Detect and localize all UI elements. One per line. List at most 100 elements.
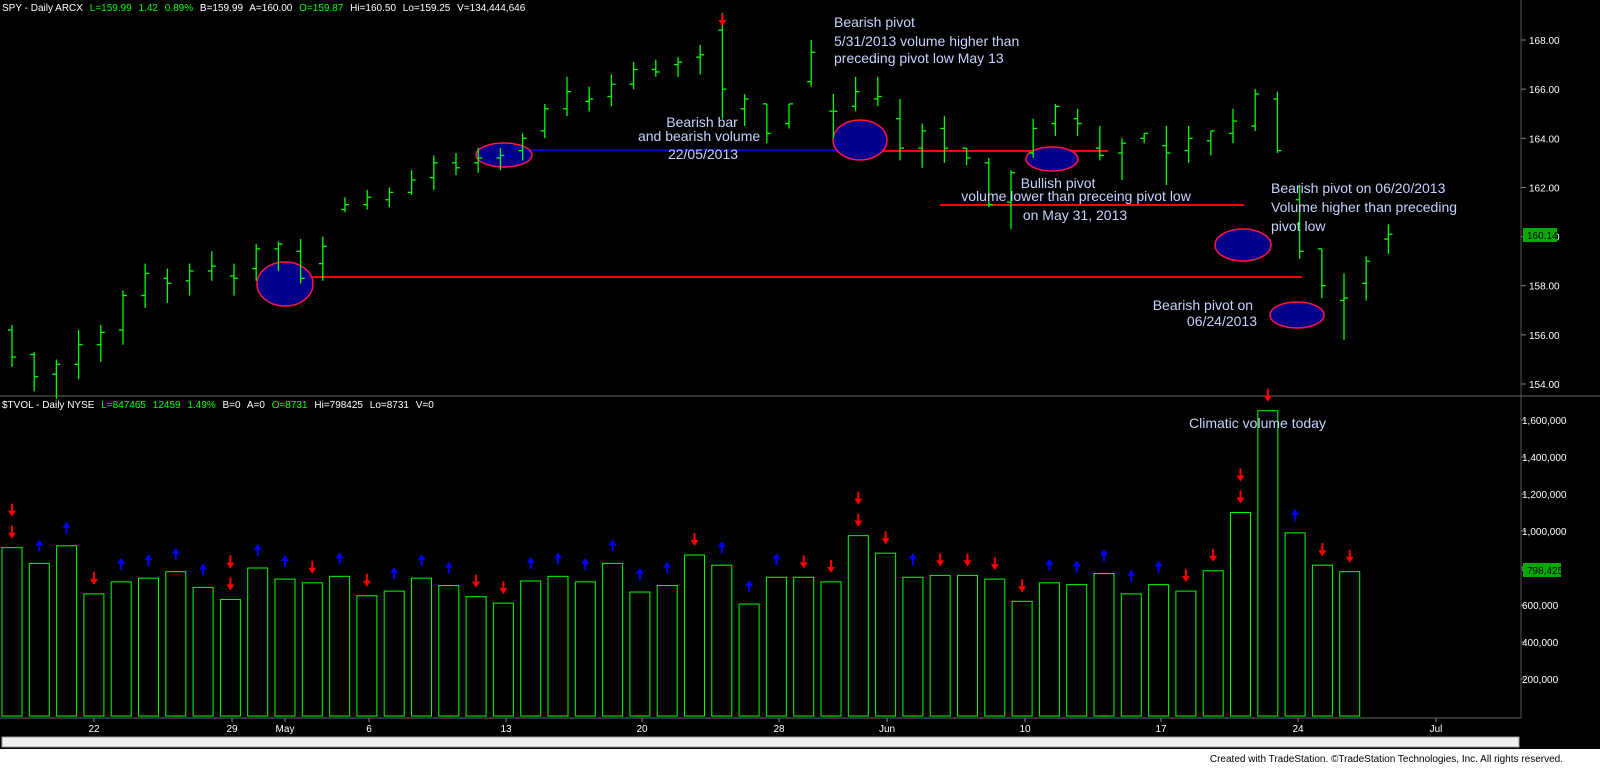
price-tick-label: 158.00 [1529, 282, 1560, 293]
down-arrow-icon [690, 533, 699, 547]
up-arrow-icon [608, 539, 617, 552]
price-bar [762, 103, 771, 144]
price-bar [518, 133, 527, 161]
price-bar [274, 241, 283, 271]
volume-bar [957, 574, 978, 717]
up-arrow-icon [390, 567, 399, 580]
price-bar [696, 44, 705, 75]
price-bar [185, 263, 194, 296]
price-bar [1317, 248, 1326, 298]
price-bar [984, 157, 993, 208]
annotation-bullish-pivot-line2: volume lower than preceing pivot low [961, 188, 1191, 204]
volume-tick-label: 1,000,000 [1522, 527, 1567, 538]
price-header-bid: B=159.99 [200, 3, 244, 14]
last-volume-label: 798,425 [1527, 566, 1564, 577]
volume-bar [793, 576, 815, 717]
up-arrow-icon [772, 553, 781, 566]
up-arrow-icon [62, 521, 71, 534]
price-bar [585, 86, 594, 112]
volume-tick-label: 200,000 [1522, 675, 1559, 686]
volume-bar [602, 562, 624, 717]
down-arrow-icon [308, 560, 317, 574]
price-tick-label: 162.00 [1529, 183, 1560, 194]
price-tick-label: 164.00 [1529, 134, 1560, 145]
volume-bar [1038, 582, 1060, 717]
up-arrow-icon [281, 555, 289, 568]
up-arrow-icon [171, 547, 180, 560]
price-bar [1118, 138, 1126, 181]
price-bar [1073, 108, 1082, 136]
annotation-jun20-line1: Bearish pivot on 06/20/2013 [1271, 180, 1446, 196]
price-bar [1340, 273, 1348, 340]
up-arrow-icon [663, 561, 672, 574]
price-bar [918, 123, 927, 168]
volume-bar [165, 571, 187, 717]
volume-bar [219, 598, 241, 717]
price-bar [163, 268, 172, 303]
down-arrow-icon [990, 557, 999, 571]
volume-header-change: 12459 [153, 400, 181, 411]
date-tick-label: 17 [1155, 724, 1167, 735]
price-bar [296, 239, 305, 284]
volume-bar [1093, 573, 1115, 717]
down-arrow-icon [936, 553, 945, 567]
volume-bar [301, 582, 323, 717]
volume-bar [1011, 600, 1033, 717]
up-arrow-icon [1154, 560, 1163, 573]
volume-bar [329, 575, 351, 717]
volume-bar [247, 567, 269, 717]
horizontal-scrollbar[interactable] [1, 736, 1520, 748]
price-bar [496, 148, 505, 171]
price-bar [807, 40, 816, 87]
annotation-bearish-bar-line2: and bearish volume [638, 128, 760, 144]
volume-bar [1339, 571, 1361, 717]
volume-bar [820, 581, 842, 717]
volume-bar [138, 577, 159, 717]
volume-bar [547, 575, 569, 717]
volume-bar [520, 580, 542, 717]
price-bar [540, 103, 549, 139]
price-bar [940, 116, 949, 163]
footer-bar [0, 749, 1600, 777]
volume-bar [629, 591, 651, 717]
last-price-label: 160.14 [1527, 231, 1558, 242]
pivot-ellipse-jun20 [1214, 228, 1272, 262]
pivot-ellipse-apr30 [256, 261, 314, 307]
annotation-jun24-line1: Bearish pivot on [1153, 297, 1253, 313]
volume-bar [110, 581, 132, 717]
volume-header-low: Lo=8731 [370, 400, 410, 411]
date-tick-label: 10 [1019, 724, 1031, 735]
date-axis: 22 29 May 6 13 20 28 Jun 10 17 24 Jul [88, 718, 1442, 735]
down-arrow-icon [827, 559, 835, 573]
annotation-jun20-line2: Volume higher than preceding [1271, 199, 1457, 215]
date-tick-label: 6 [366, 724, 372, 735]
annotation-bearish-pivot-jun20: Bearish pivot on 06/20/2013 Volume highe… [1271, 180, 1461, 234]
up-arrow-icon [117, 557, 126, 570]
price-bar [607, 74, 616, 107]
down-arrow-icon [472, 574, 481, 588]
up-arrow-icon [635, 568, 644, 581]
price-bar [873, 76, 882, 107]
price-bar [30, 352, 39, 392]
volume-bar [56, 545, 78, 717]
price-bar [674, 57, 682, 77]
last-volume-box [1523, 563, 1561, 577]
volume-bar [1120, 593, 1142, 717]
date-tick-label: 22 [88, 724, 100, 735]
price-tick-label: 168.00 [1529, 36, 1560, 47]
price-bar [474, 148, 483, 173]
price-bar [318, 236, 327, 281]
volume-bar [192, 586, 214, 717]
price-bar [119, 290, 127, 345]
price-tick-label: 166.00 [1529, 85, 1560, 96]
volume-header-pct: 1.49% [187, 400, 215, 411]
price-bar [363, 189, 372, 210]
price-header-ask: A=160.00 [249, 3, 293, 14]
volume-bar [656, 585, 678, 717]
down-arrow-icon [1345, 549, 1354, 563]
volume-tick-label: 600,000 [1522, 601, 1559, 612]
volume-bar [465, 596, 487, 717]
annotation-bearish-pivot-line3: preceding pivot low May 13 [834, 50, 1004, 66]
volume-bar [684, 554, 705, 717]
